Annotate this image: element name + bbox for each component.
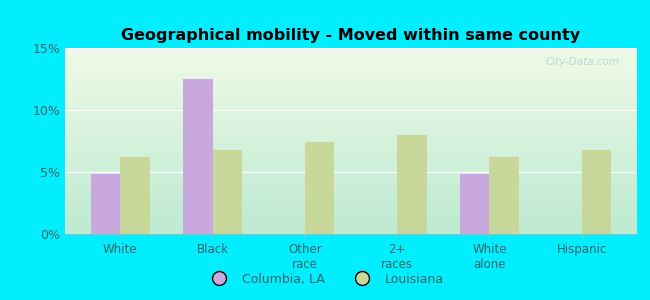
Text: City-Data.com: City-Data.com <box>546 57 620 67</box>
Legend: Columbia, LA, Louisiana: Columbia, LA, Louisiana <box>202 268 448 291</box>
Title: Geographical mobility - Moved within same county: Geographical mobility - Moved within sam… <box>122 28 580 43</box>
Bar <box>460 175 489 234</box>
Bar <box>213 150 242 234</box>
Bar <box>120 157 150 234</box>
Bar <box>305 142 334 234</box>
Bar <box>489 157 519 234</box>
Bar <box>183 79 213 234</box>
Bar <box>397 135 426 234</box>
Bar <box>582 150 611 234</box>
Bar <box>91 175 120 234</box>
